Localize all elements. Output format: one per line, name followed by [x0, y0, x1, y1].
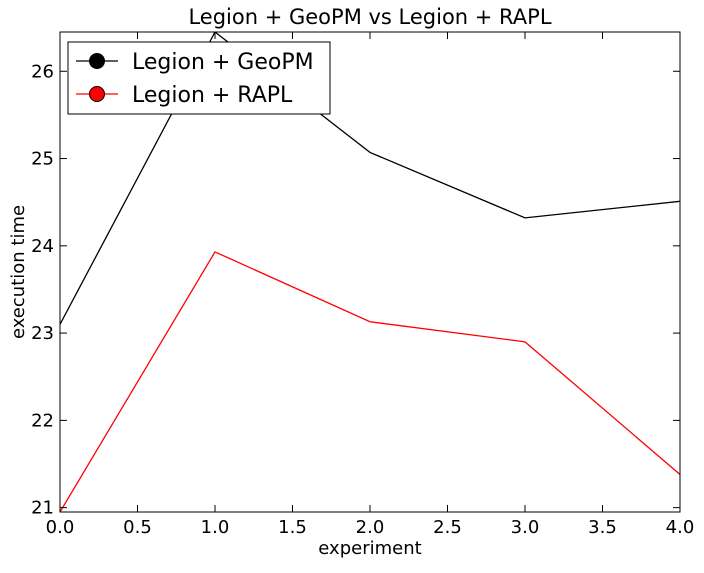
series-line-1 [60, 32, 680, 325]
x-tick-label: 2.5 [433, 517, 462, 538]
y-axis: 21 22 23 24 25 26 [31, 61, 680, 519]
plot-area [60, 32, 680, 512]
legend-box [67, 41, 331, 115]
legend: Legion + GeoPM Legion + RAPL [67, 41, 331, 115]
x-tick-label: 0.0 [46, 517, 75, 538]
legend-label-1: Legion + GeoPM [132, 50, 314, 75]
legend-marker-1 [89, 53, 105, 69]
legend-marker-2 [89, 86, 105, 102]
x-tick-label: 3.0 [511, 517, 540, 538]
y-tick-label: 25 [31, 149, 54, 170]
x-tick-label: 0.5 [123, 517, 152, 538]
y-tick-label: 21 [31, 498, 54, 519]
chart-title: Legion + GeoPM vs Legion + RAPL [188, 5, 551, 29]
x-tick-label: 4.0 [666, 517, 695, 538]
legend-label-2: Legion + RAPL [132, 83, 293, 108]
x-tick-label: 2.0 [356, 517, 385, 538]
y-tick-label: 26 [31, 61, 54, 82]
x-axis-label: experiment [318, 538, 421, 559]
y-axis-label: execution time [8, 205, 29, 339]
x-tick-label: 3.5 [588, 517, 617, 538]
y-tick-label: 24 [31, 236, 54, 257]
y-tick-label: 22 [31, 410, 54, 431]
y-tick-label: 23 [31, 323, 54, 344]
x-axis: 0.0 0.5 1.0 1.5 2.0 2.5 3.0 3.5 4.0 [46, 32, 695, 538]
x-tick-label: 1.5 [278, 517, 307, 538]
series-line-2 [60, 251, 680, 512]
x-tick-label: 1.0 [201, 517, 230, 538]
